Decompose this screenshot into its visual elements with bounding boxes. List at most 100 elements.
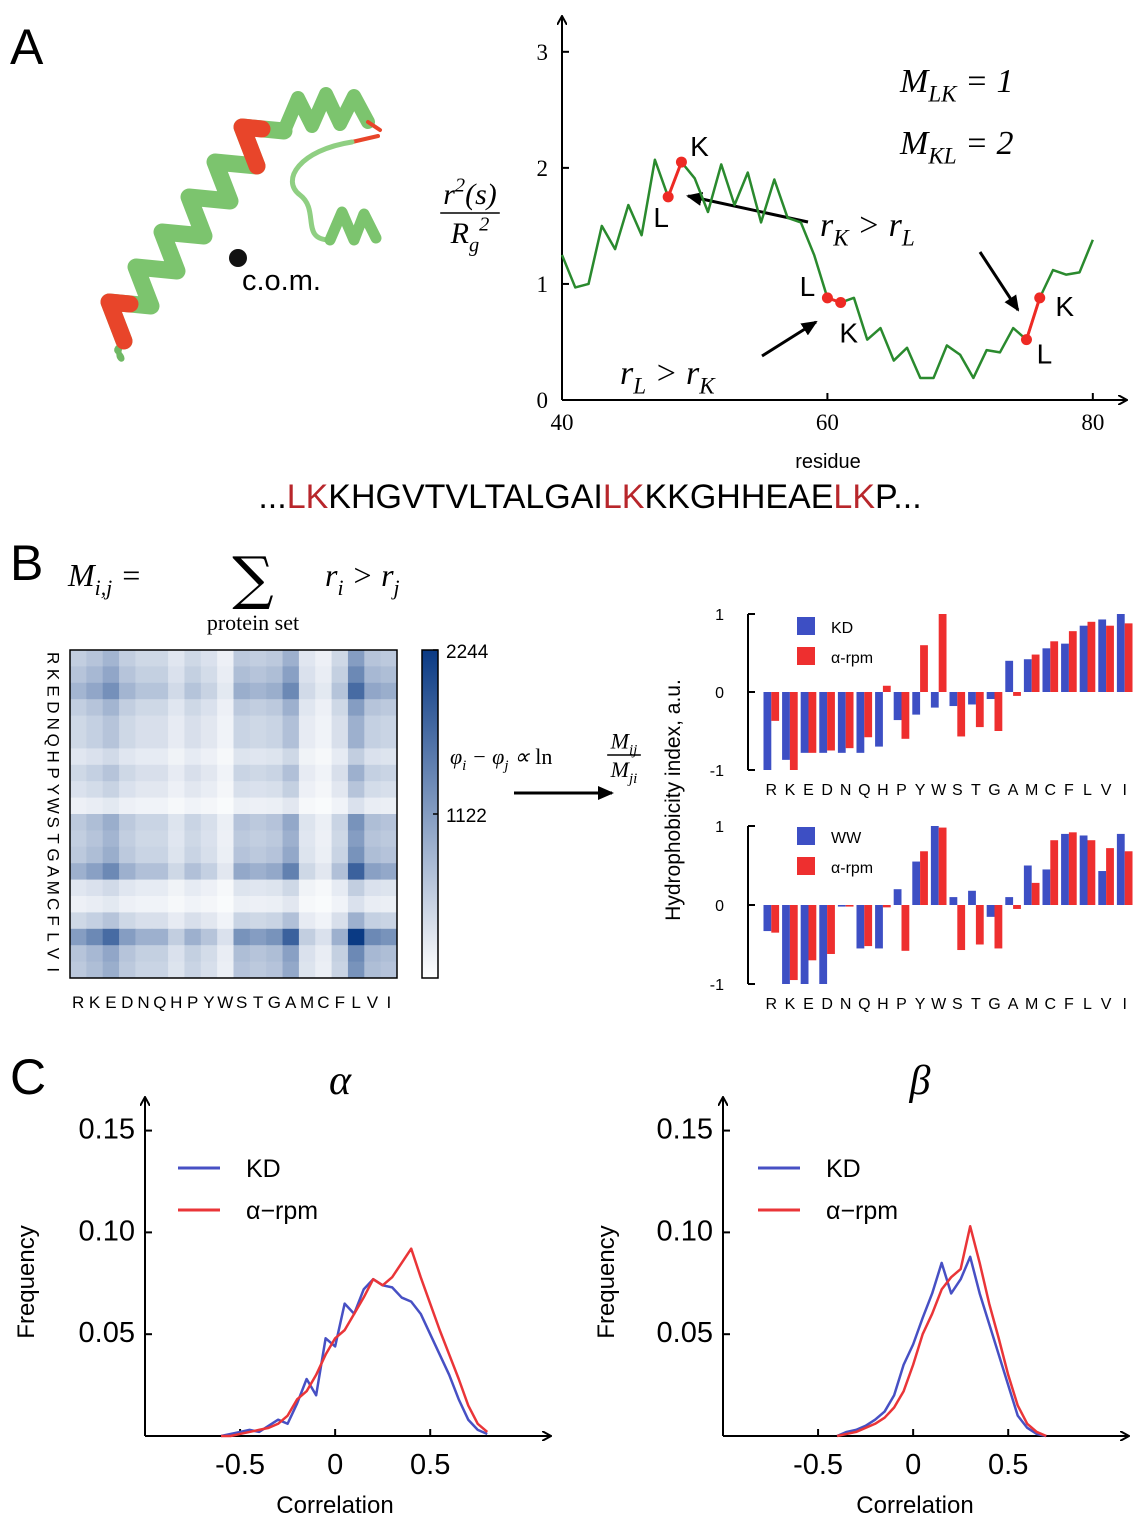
heatmap-cell [299,748,316,765]
heatmap-cell [168,781,185,798]
heatmap-cell [250,863,267,880]
annotation: MLK = 1 [899,63,1014,108]
heatmap-cell [86,748,103,765]
heatmap-cell [332,912,349,929]
heatmap-cell [381,896,398,913]
legend-label: α-rpm [831,860,873,877]
heatmap-cell [86,929,103,946]
annotation: rK > rL [820,207,915,252]
heatmap-cell [348,847,365,864]
y-tick-label: -1 [710,763,724,780]
heatmap-cell [168,798,185,815]
bar [949,897,957,905]
heatmap-cell [250,912,267,929]
heatmap-cell [70,912,87,929]
heatmap-cell [152,896,169,913]
heatmap-cell [152,798,169,815]
x-axis-label: residue [795,451,861,473]
heatmap-cell [152,732,169,749]
heatmap-cell [217,830,234,847]
heatmap-cell [70,748,87,765]
row-label: D [44,701,63,713]
formula-part: M [610,728,631,753]
heatmap-cell [234,798,251,815]
heatmap-cell [86,912,103,929]
com-label: c.o.m. [242,265,321,297]
data-line [221,1249,487,1436]
heatmap-cell [299,945,316,962]
y-tick-label: 0.05 [79,1317,135,1349]
heatmap-cell [152,765,169,782]
heatmap-cell [283,781,300,798]
heatmap-cell [332,929,349,946]
heatmap-cell [315,962,332,979]
formula-part: g [469,234,479,256]
formula-part: r [443,178,455,211]
x-tick-label: H [877,996,889,1013]
bar [902,692,910,739]
heatmap-cell [332,716,349,733]
heatmap-cell [381,748,398,765]
heatmap-cell [348,814,365,831]
heatmap-cell [135,830,152,847]
formula-part: i,j [95,576,113,600]
heatmap-cell [332,765,349,782]
heatmap-cell [234,863,251,880]
heatmap-cell [348,716,365,733]
heatmap-cell [234,929,251,946]
data-line [668,162,1040,340]
heatmap-cell [86,732,103,749]
formula-part: r [820,207,834,244]
heatmap-cell [299,666,316,683]
figure: A B C c.o.m. ...LKKHGVTVLTALGAILKKKGHHEA… [0,0,1134,1519]
heatmap-cell [332,830,349,847]
bar [782,692,790,760]
heatmap-cell [70,830,87,847]
heatmap-cell [119,929,136,946]
x-tick-label: 0 [327,1449,343,1481]
formula-part: ji [627,771,637,787]
data-point [676,157,687,168]
formula: ri > rj [325,557,400,600]
y-tick-label: 0 [537,388,549,413]
heatmap-cell [70,945,87,962]
x-tick-label: A [1008,782,1019,799]
formula-part: ij [629,743,637,759]
formula-part: ∝ [509,744,536,769]
heatmap-cell [168,683,185,700]
formula-part: K [832,226,850,252]
bar [1069,631,1077,692]
heatmap-cell [332,781,349,798]
heatmap-cell [364,929,381,946]
heatmap-cell [266,896,283,913]
formula-part: φ [450,744,462,769]
sequence-part: ... [258,478,286,516]
heatmap-cell [250,765,267,782]
data-line [562,160,1093,378]
heatmap-cell [332,666,349,683]
column-label: I [386,993,391,1012]
heatmap-cell [103,699,120,716]
heatmap-cell [332,945,349,962]
column-label: D [121,993,133,1012]
bar [1098,871,1106,905]
heatmap-cell [70,781,87,798]
heatmap-cell [250,847,267,864]
heatmap-cell [217,765,234,782]
heatmap-cell [381,666,398,683]
heatmap-cell [201,945,218,962]
bar [939,614,947,692]
heatmap-cell [135,863,152,880]
heatmap-cell [135,798,152,815]
heatmap-cell [86,798,103,815]
heatmap-cell [217,912,234,929]
bar [912,862,920,905]
bar [1032,883,1040,905]
annotation-arrow [980,252,1018,310]
heatmap-cell [86,830,103,847]
heatmap-cell [217,863,234,880]
heatmap-cell [184,880,201,897]
heatmap-cell [283,699,300,716]
heatmap-cell [381,912,398,929]
heatmap-cell [250,945,267,962]
